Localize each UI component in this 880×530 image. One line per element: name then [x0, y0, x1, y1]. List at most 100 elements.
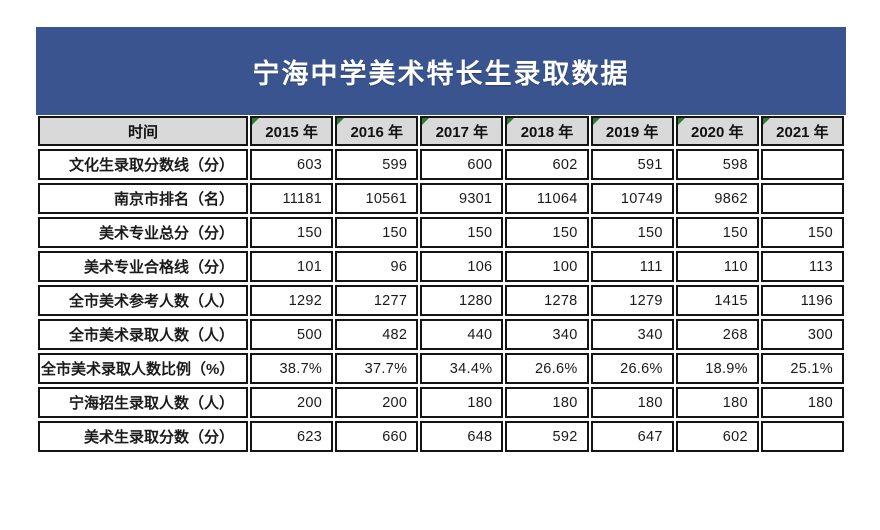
data-cell: 100: [505, 251, 589, 282]
data-cell: 25.1%: [760, 353, 844, 384]
green-corner-marker-icon: [762, 118, 770, 125]
row-label: 美术生录取分数（分）: [38, 421, 248, 452]
row-label: 全市美术录取人数（人）: [38, 319, 248, 350]
data-cell: 623: [250, 421, 334, 452]
admissions-table: 时间 2015 年 2016 年 2017 年 2018 年 2019 年 20…: [36, 113, 846, 455]
data-cell: 26.6%: [590, 353, 674, 384]
data-cell: 11064: [505, 183, 589, 214]
data-cell: 268: [675, 319, 759, 350]
row-label: 美术专业总分（分）: [38, 217, 248, 248]
data-cell: 200: [250, 387, 334, 418]
data-cell: 1196: [760, 285, 844, 316]
data-cell: 660: [335, 421, 419, 452]
table-row: 南京市排名（名） 11181 10561 9301 11064 10749 98…: [38, 183, 844, 214]
table-row: 宁海招生录取人数（人） 200 200 180 180 180 180 180: [38, 387, 844, 418]
data-cell: 602: [675, 421, 759, 452]
data-cell: 150: [420, 217, 504, 248]
data-cell: 150: [760, 217, 844, 248]
green-corner-marker-icon: [507, 118, 515, 125]
data-cell: 602: [505, 149, 589, 180]
row-label: 南京市排名（名）: [38, 183, 248, 214]
data-cell: [760, 149, 844, 180]
table-row: 美术专业总分（分） 150 150 150 150 150 150 150: [38, 217, 844, 248]
data-cell: 38.7%: [250, 353, 334, 384]
data-cell: 101: [250, 251, 334, 282]
data-cell: 150: [590, 217, 674, 248]
header-year-label: 2019 年: [605, 123, 659, 141]
table-row: 美术专业合格线（分） 101 96 106 100 111 110 113: [38, 251, 844, 282]
data-cell: 150: [675, 217, 759, 248]
table-header-row: 时间 2015 年 2016 年 2017 年 2018 年 2019 年 20…: [38, 116, 844, 146]
data-cell: 10561: [335, 183, 419, 214]
header-cell-year-2020: 2020 年: [675, 116, 759, 146]
data-cell: 180: [675, 387, 759, 418]
data-cell: [760, 183, 844, 214]
header-cell-year-2019: 2019 年: [590, 116, 674, 146]
data-cell: 500: [250, 319, 334, 350]
data-cell: 111: [590, 251, 674, 282]
data-cell: 592: [505, 421, 589, 452]
data-cell: 1277: [335, 285, 419, 316]
data-cell: 1278: [505, 285, 589, 316]
data-cell: 340: [590, 319, 674, 350]
data-cell: 200: [335, 387, 419, 418]
header-year-label: 2020 年: [691, 123, 744, 141]
data-cell: 180: [760, 387, 844, 418]
data-cell: 96: [335, 251, 419, 282]
data-cell: 34.4%: [420, 353, 504, 384]
header-cell-year-2017: 2017 年: [420, 116, 504, 146]
header-cell-year-2021: 2021 年: [760, 116, 844, 146]
data-cell: 600: [420, 149, 504, 180]
data-cell: 37.7%: [335, 353, 419, 384]
data-cell: 9862: [675, 183, 759, 214]
data-cell: [760, 421, 844, 452]
data-cell: 180: [420, 387, 504, 418]
header-cell-year-2018: 2018 年: [505, 116, 589, 146]
table-row: 文化生录取分数线（分） 603 599 600 602 591 598: [38, 149, 844, 180]
table-row: 全市美术录取人数（人） 500 482 440 340 340 268 300: [38, 319, 844, 350]
green-corner-marker-icon: [592, 118, 600, 125]
data-cell: 1280: [420, 285, 504, 316]
data-cell: 340: [505, 319, 589, 350]
data-cell: 10749: [590, 183, 674, 214]
row-label: 全市美术参考人数（人）: [38, 285, 248, 316]
data-cell: 150: [250, 217, 334, 248]
row-label: 宁海招生录取人数（人）: [38, 387, 248, 418]
data-cell: 598: [675, 149, 759, 180]
header-year-label: 2017 年: [435, 123, 489, 141]
table-row: 全市美术参考人数（人） 1292 1277 1280 1278 1279 141…: [38, 285, 844, 316]
data-cell: 482: [335, 319, 419, 350]
data-cell: 11181: [250, 183, 334, 214]
header-year-label: 2015 年: [265, 123, 318, 141]
title-bar: 宁海中学美术特长生录取数据: [36, 27, 846, 115]
header-year-label: 2016 年: [350, 123, 403, 141]
green-corner-marker-icon: [422, 118, 430, 125]
data-cell: 648: [420, 421, 504, 452]
data-cell: 180: [590, 387, 674, 418]
data-cell: 113: [760, 251, 844, 282]
slide: 宁海中学美术特长生录取数据 时间 2015 年 2016 年 2017 年 20…: [36, 27, 846, 455]
data-cell: 180: [505, 387, 589, 418]
table-row: 美术生录取分数（分） 623 660 648 592 647 602: [38, 421, 844, 452]
page-title: 宁海中学美术特长生录取数据: [252, 58, 630, 89]
data-cell: 9301: [420, 183, 504, 214]
data-cell: 1292: [250, 285, 334, 316]
row-label: 全市美术录取人数比例（%）: [38, 353, 248, 384]
data-cell: 300: [760, 319, 844, 350]
green-corner-marker-icon: [252, 118, 259, 125]
header-cell-time: 时间: [38, 116, 248, 146]
row-label: 文化生录取分数线（分）: [38, 149, 248, 180]
data-cell: 18.9%: [675, 353, 759, 384]
data-cell: 26.6%: [505, 353, 589, 384]
data-cell: 599: [335, 149, 419, 180]
data-cell: 150: [505, 217, 589, 248]
header-year-label: 2018 年: [520, 123, 574, 141]
green-corner-marker-icon: [677, 118, 685, 125]
row-label: 美术专业合格线（分）: [38, 251, 248, 282]
data-cell: 110: [675, 251, 759, 282]
header-year-label: 2021 年: [776, 123, 829, 141]
table-row: 全市美术录取人数比例（%） 38.7% 37.7% 34.4% 26.6% 26…: [38, 353, 844, 384]
data-cell: 647: [590, 421, 674, 452]
green-corner-marker-icon: [337, 118, 345, 125]
data-cell: 591: [590, 149, 674, 180]
